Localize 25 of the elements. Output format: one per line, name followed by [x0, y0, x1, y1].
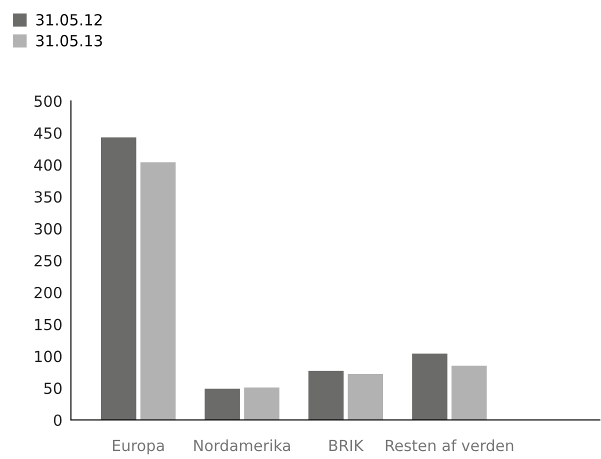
y-tick-label: 50 — [44, 382, 62, 394]
y-tick-label: 0 — [54, 414, 62, 426]
bar — [244, 387, 280, 420]
y-tick-label: 100 — [35, 350, 62, 362]
legend-label: 31.05.12 — [36, 14, 102, 26]
x-tick-label: Nordamerika — [194, 439, 290, 452]
y-tick-label: 150 — [35, 318, 62, 330]
bar — [412, 354, 448, 420]
y-tick-label: 250 — [34, 254, 62, 267]
bar — [204, 388, 240, 420]
y-tick-label: 200 — [34, 286, 62, 298]
legend-label: 31.05.13 — [36, 34, 102, 46]
y-tick-label: 300 — [34, 223, 62, 235]
x-tick-label: Europa — [112, 440, 164, 454]
bar — [308, 370, 344, 420]
y-tick-label: 400 — [34, 159, 62, 171]
x-tick-label: BRIK — [329, 440, 364, 452]
y-tick-label: 450 — [34, 127, 62, 139]
bar — [348, 374, 384, 420]
bar — [452, 366, 487, 420]
y-tick-label: 350 — [34, 191, 62, 203]
y-tick-label: 500 — [34, 95, 62, 107]
x-tick-label: Resten af verden — [386, 439, 514, 452]
bar — [140, 162, 176, 420]
bar — [100, 137, 136, 420]
